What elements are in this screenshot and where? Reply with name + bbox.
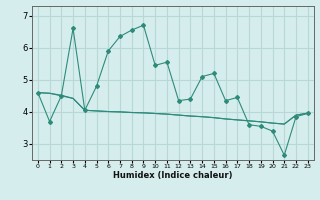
X-axis label: Humidex (Indice chaleur): Humidex (Indice chaleur) [113, 171, 233, 180]
